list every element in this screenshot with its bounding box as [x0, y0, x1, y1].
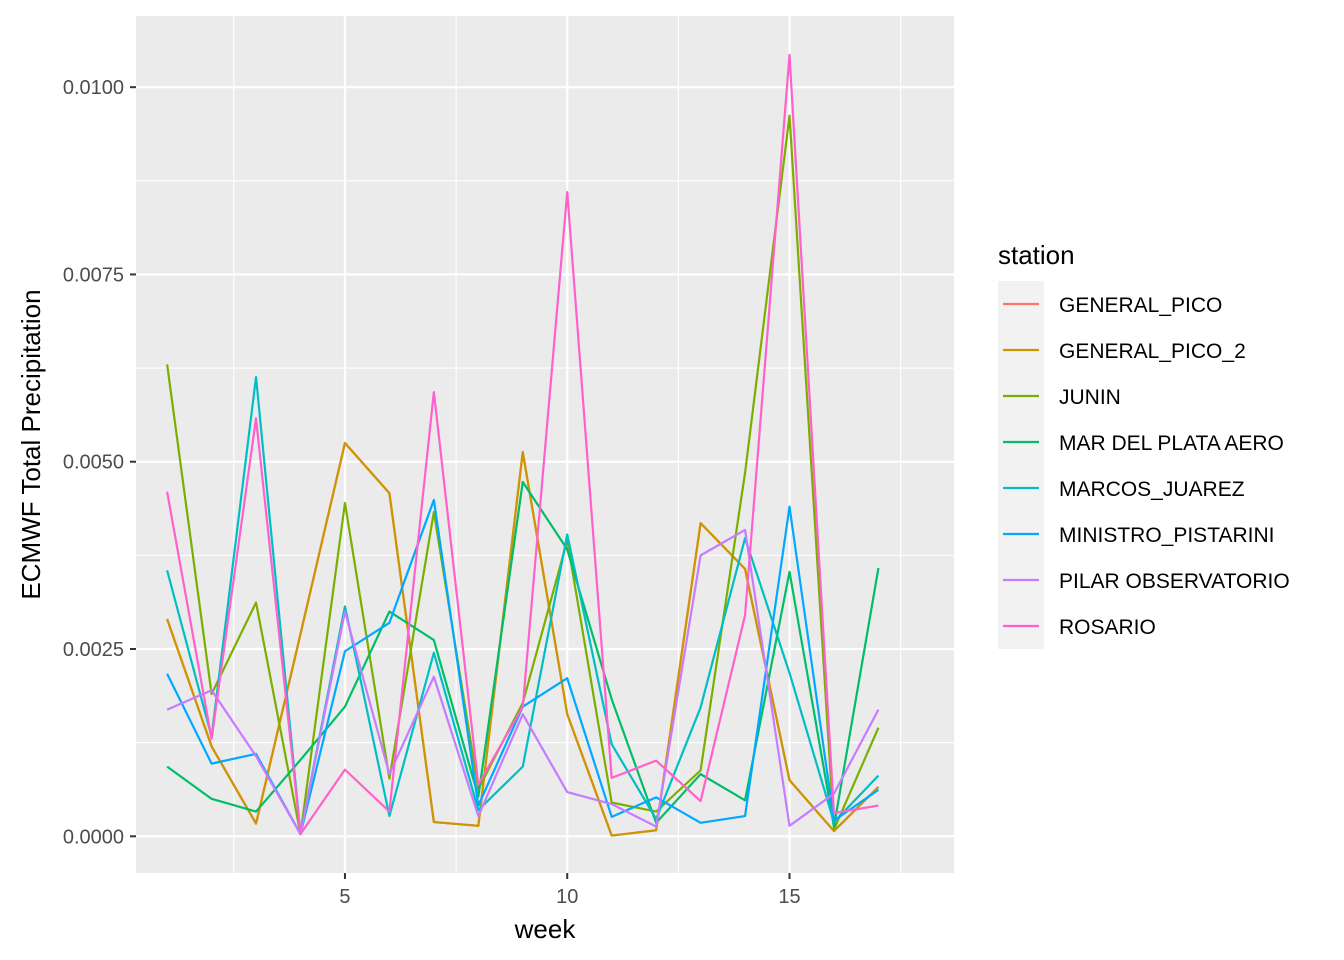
legend-label-2: JUNIN — [1059, 386, 1121, 409]
x-tick-label: 5 — [339, 886, 350, 908]
y-tick-label: 0.0075 — [63, 264, 124, 286]
legend-label-1: GENERAL_PICO_2 — [1059, 340, 1246, 363]
x-axis-ticks: 5 10 15 — [339, 873, 801, 908]
series-line-6 — [166, 528, 880, 836]
legend-label-4: MARCOS_JUAREZ — [1059, 478, 1245, 501]
x-tick-label: 15 — [778, 886, 800, 908]
legend-label-5: MINISTRO_PISTARINI — [1059, 524, 1274, 547]
series-lines — [166, 53, 880, 837]
legend-label-3: MAR DEL PLATA AERO — [1059, 432, 1284, 455]
series-line-3 — [166, 480, 880, 828]
legend-key-background — [998, 281, 1044, 649]
legend-items: GENERAL_PICO GENERAL_PICO_2 JUNIN MAR DEL P… — [1003, 294, 1290, 639]
y-tick-label: 0.0025 — [63, 639, 124, 661]
y-tick-label: 0.0000 — [63, 826, 124, 848]
x-axis-title: week — [514, 914, 577, 944]
y-tick-label: 0.0050 — [63, 452, 124, 474]
x-tick-label: 10 — [556, 886, 578, 908]
y-axis-ticks: 0.0000 0.0025 0.0050 0.0075 0.0100 — [63, 77, 136, 848]
legend-label-7: ROSARIO — [1059, 616, 1156, 639]
y-tick-label: 0.0100 — [63, 77, 124, 99]
minor-gridlines — [136, 16, 954, 873]
legend: station GENERAL_PICO GENERAL_PICO_2 JUNIN M… — [998, 240, 1290, 649]
y-axis-title: ECMWF Total Precipitation — [16, 289, 46, 599]
legend-title: station — [998, 240, 1075, 270]
legend-label-6: PILAR OBSERVATORIO — [1059, 570, 1290, 593]
series-line-7 — [166, 53, 879, 836]
legend-label-0: GENERAL_PICO — [1059, 294, 1222, 317]
series-line-4 — [166, 375, 880, 836]
